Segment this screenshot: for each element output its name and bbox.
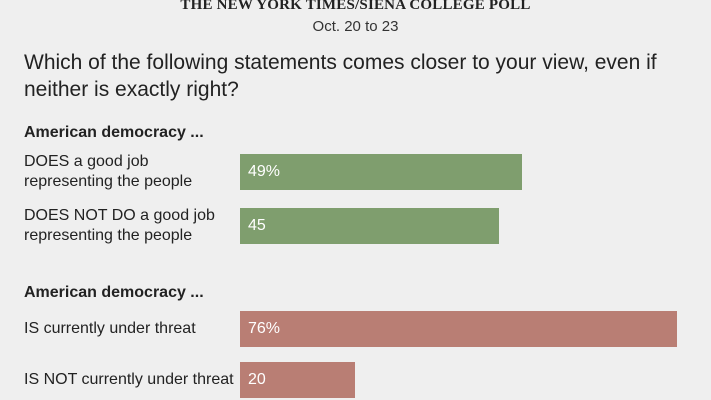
- bar: [240, 154, 522, 190]
- row-label: DOES NOT DO a good job representing the …: [24, 207, 215, 244]
- bar-value-label: 49%: [248, 163, 281, 180]
- poll-source: THE NEW YORK TIMES/SIENA COLLEGE POLL: [180, 0, 531, 13]
- bar-value-label: 45: [248, 217, 266, 234]
- bar-value-label: 20: [248, 371, 266, 388]
- bar-value-label: 76%: [248, 320, 281, 337]
- row-label: IS NOT currently under threat: [24, 371, 234, 388]
- bar: [240, 362, 355, 398]
- bar: [240, 208, 499, 244]
- bar: [240, 311, 677, 347]
- poll-dates: Oct. 20 to 23: [312, 18, 399, 35]
- poll-question: Which of the following statements comes …: [24, 51, 657, 101]
- row-label: DOES a good job representing the people: [24, 153, 193, 190]
- section-header-1: American democracy ...: [24, 124, 204, 141]
- row-label: IS currently under threat: [24, 320, 196, 337]
- section-header-2: American democracy ...: [24, 284, 204, 301]
